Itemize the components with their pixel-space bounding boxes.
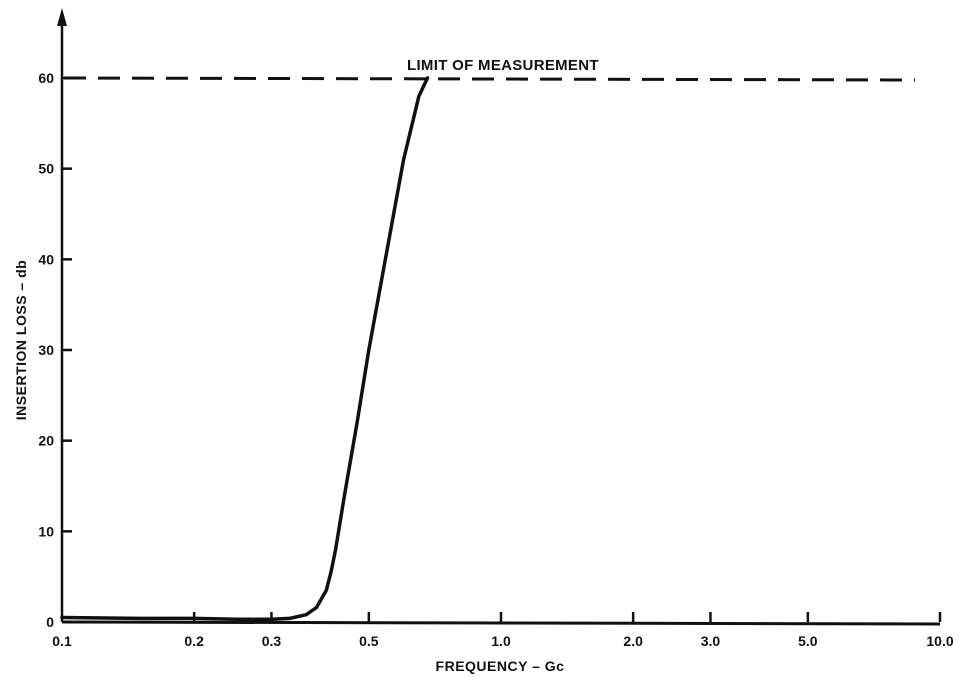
x-tick-label: 5.0 (798, 633, 818, 649)
y-axis-arrow (57, 8, 67, 26)
data-point (343, 494, 346, 496)
y-tick-label: 20 (38, 433, 54, 449)
y-axis-label: INSERTION LOSS – db (13, 260, 29, 420)
data-point (305, 614, 307, 616)
data-point (236, 618, 238, 620)
x-tick-label: 2.0 (623, 633, 643, 649)
data-point (356, 421, 358, 424)
x-tick-label: 10.0 (926, 633, 953, 649)
data-point (426, 77, 429, 79)
data-point (289, 617, 291, 619)
y-ticks: 0 10 20 30 40 50 60 (38, 70, 72, 630)
data-point (335, 548, 337, 551)
data-point (61, 616, 63, 619)
data-point (403, 159, 405, 161)
data-point (270, 618, 273, 620)
data-point (330, 571, 332, 573)
y-tick-label: 60 (38, 70, 54, 86)
data-point (315, 606, 318, 609)
y-tick-label: 40 (38, 251, 54, 267)
x-tick-label: 0.3 (262, 633, 282, 649)
x-tick-label: 0.2 (184, 633, 204, 649)
x-tick-label: 0.1 (52, 633, 72, 649)
data-point (138, 617, 140, 619)
limit-of-measurement-label: LIMIT OF MEASUREMENT (407, 57, 599, 74)
x-tick-label: 3.0 (701, 633, 721, 649)
y-tick-label: 10 (38, 523, 54, 539)
insertion-loss-curve (60, 76, 430, 622)
x-tick-label: 1.0 (491, 633, 511, 649)
limit-of-measurement-line (63, 76, 916, 82)
data-point (193, 617, 195, 619)
axes (57, 8, 941, 626)
series-group (60, 76, 430, 622)
data-point (418, 95, 420, 97)
x-ticks: 0.1 0.2 0.3 0.5 1.0 2.0 3.0 5.0 10.0 (52, 612, 954, 649)
data-point (325, 589, 327, 591)
x-axis (61, 620, 941, 626)
data-point (368, 349, 370, 351)
x-tick-label: 0.5 (359, 633, 379, 649)
reference-line-group: LIMIT OF MEASUREMENT (63, 57, 916, 82)
y-tick-label: 30 (38, 342, 54, 358)
y-tick-label: 0 (46, 614, 54, 630)
data-point (386, 249, 388, 251)
y-tick-label: 50 (38, 161, 54, 177)
x-axis-label: FREQUENCY – Gc (436, 658, 565, 674)
